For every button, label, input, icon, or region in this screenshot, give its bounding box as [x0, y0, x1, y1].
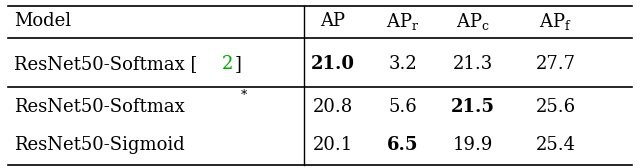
Text: *: * — [241, 89, 246, 102]
Text: Model: Model — [14, 12, 71, 30]
Text: AP$_\mathregular{c}$: AP$_\mathregular{c}$ — [456, 11, 490, 32]
Text: AP: AP — [320, 12, 345, 30]
Text: 5.6: 5.6 — [388, 98, 417, 116]
Text: AP$_\mathregular{f}$: AP$_\mathregular{f}$ — [540, 11, 572, 32]
Text: 2: 2 — [222, 55, 233, 73]
Text: 21.5: 21.5 — [451, 98, 495, 116]
Text: 20.8: 20.8 — [312, 98, 353, 116]
Text: 25.4: 25.4 — [536, 136, 576, 154]
Text: ]: ] — [235, 55, 241, 73]
Text: 19.9: 19.9 — [452, 136, 493, 154]
Text: 6.5: 6.5 — [387, 136, 419, 154]
Text: AP$_\mathregular{r}$: AP$_\mathregular{r}$ — [386, 11, 420, 32]
Text: ResNet50-Softmax [: ResNet50-Softmax [ — [14, 55, 198, 73]
Text: 27.7: 27.7 — [536, 55, 576, 73]
Text: 20.1: 20.1 — [312, 136, 353, 154]
Text: 21.0: 21.0 — [311, 55, 355, 73]
Text: 25.6: 25.6 — [536, 98, 576, 116]
Text: 3.2: 3.2 — [388, 55, 417, 73]
Text: ResNet50-Softmax: ResNet50-Softmax — [14, 98, 185, 116]
Text: ResNet50-Sigmoid: ResNet50-Sigmoid — [14, 136, 185, 154]
Text: 21.3: 21.3 — [453, 55, 493, 73]
